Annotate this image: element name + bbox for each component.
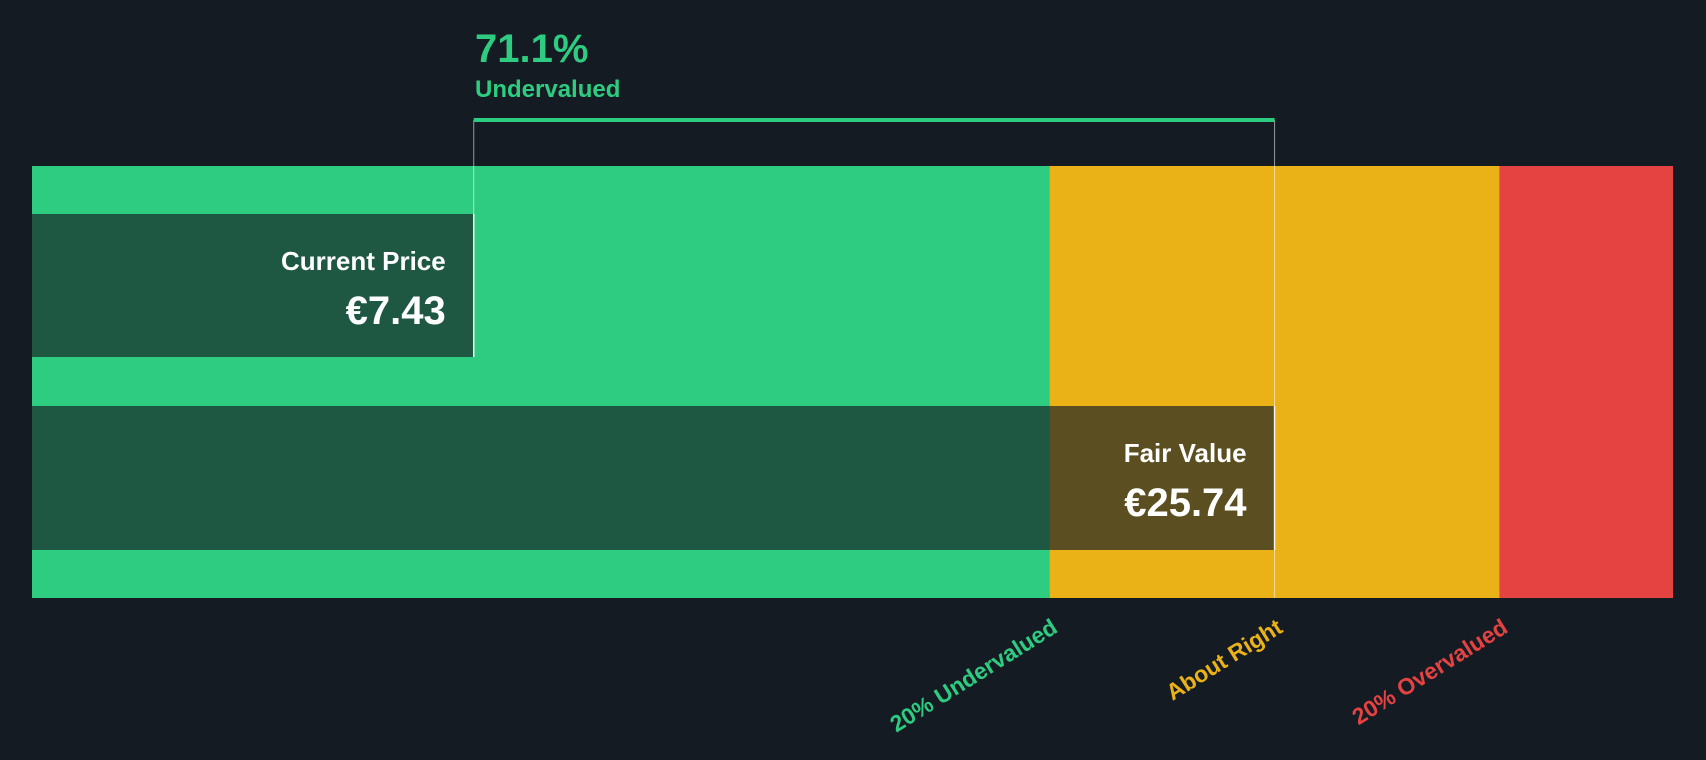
bar-category: Fair Value bbox=[1124, 438, 1247, 468]
value-bar bbox=[32, 214, 474, 357]
headline-value: 71.1% bbox=[475, 27, 588, 71]
bar-value-label: €25.74 bbox=[1124, 481, 1247, 525]
headline-label: Undervalued bbox=[475, 76, 620, 103]
bar-category: Current Price bbox=[281, 246, 446, 276]
bar-value-label: €7.43 bbox=[346, 289, 446, 333]
zone bbox=[1499, 166, 1673, 598]
bars bbox=[32, 214, 1276, 550]
value-bar bbox=[32, 406, 1275, 550]
